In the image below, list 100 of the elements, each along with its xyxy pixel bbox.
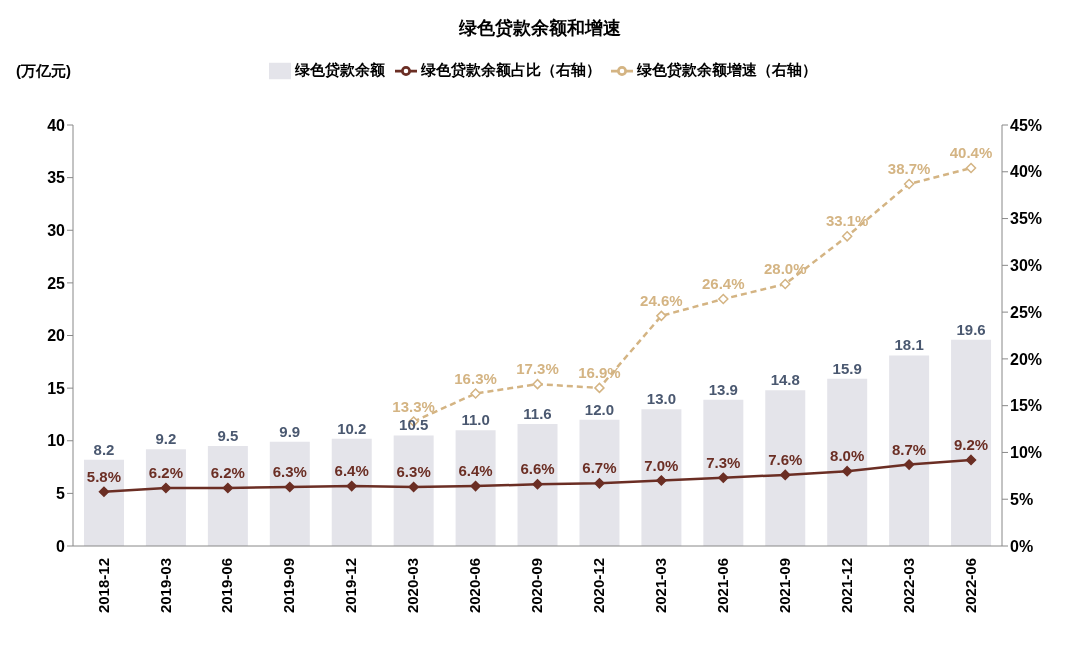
point (656, 475, 667, 486)
y2-tick-label: 30% (1010, 257, 1043, 275)
x-tick-label: 2018-12 (94, 558, 112, 614)
data-label: 40.4% (949, 144, 993, 162)
point (841, 465, 853, 477)
x-tick-label: 2019-03 (156, 558, 174, 614)
point (222, 482, 234, 494)
data-label: 7.3% (706, 453, 741, 471)
y-tick-label: 25 (47, 274, 66, 292)
y-tick-label: 40 (47, 116, 66, 134)
y2-tick-label: 20% (1010, 350, 1043, 368)
point (718, 472, 729, 483)
bar (641, 409, 682, 546)
point (903, 459, 915, 470)
x-tick-label: 2020-12 (590, 558, 608, 614)
y2-tick-label: 0% (1010, 537, 1034, 555)
data-label: 16.3% (454, 369, 497, 387)
data-label: 11.6 (523, 404, 552, 422)
data-label: 13.0 (646, 390, 676, 408)
data-label: 38.7% (887, 159, 931, 177)
point (594, 478, 605, 489)
point (718, 293, 729, 305)
chart-title: 绿色贷款余额和增速 (458, 17, 622, 40)
y-tick-label: 5 (56, 485, 66, 503)
x-tick-label: 2019-06 (218, 558, 236, 614)
point (284, 481, 296, 493)
point (903, 178, 915, 190)
point (532, 378, 543, 390)
y-tick-label: 20 (47, 327, 66, 345)
point (346, 480, 357, 492)
point (408, 481, 419, 493)
x-tick-label: 2021-06 (713, 558, 731, 614)
data-label: 14.8 (770, 371, 800, 389)
bar (145, 449, 186, 546)
point (965, 454, 977, 466)
data-label: 18.1 (894, 336, 924, 354)
point (965, 162, 977, 174)
data-label: 7.0% (644, 456, 679, 474)
data-label: 28.0% (763, 260, 807, 278)
y2-tick-label: 10% (1010, 444, 1043, 462)
bar (393, 435, 434, 546)
x-tick-label: 2021-03 (652, 558, 670, 614)
data-label: 6.2% (210, 464, 245, 481)
x-tick-label: 2020-03 (404, 558, 422, 614)
data-label: 6.2% (148, 464, 183, 481)
bar (331, 438, 372, 546)
point (160, 482, 172, 494)
data-label: 9.5 (217, 427, 239, 445)
data-label: 5.8% (86, 467, 122, 485)
data-label: 6.3% (396, 463, 431, 481)
data-label: 16.9% (578, 363, 621, 381)
point (779, 278, 791, 290)
x-tick-label: 2019-09 (280, 558, 298, 614)
y2-tick-label: 5% (1010, 490, 1034, 508)
x-tick-label: 2020-09 (528, 558, 546, 614)
y-tick-label: 30 (47, 221, 66, 239)
bar (579, 419, 620, 546)
bar (517, 423, 558, 546)
point (470, 388, 481, 399)
y-axis-title: (万亿元) (16, 62, 71, 81)
data-label: 8.7% (892, 440, 927, 458)
point (594, 382, 605, 394)
x-tick-label: 2021-12 (837, 558, 855, 614)
legend-label: 绿色贷款余额增速（右轴） (637, 60, 817, 78)
point (656, 310, 667, 322)
y2-tick-label: 25% (1010, 303, 1043, 321)
data-label: 7.6% (768, 450, 803, 468)
data-label: 8.2 (93, 440, 115, 458)
data-label: 17.3% (516, 360, 559, 378)
bar (827, 378, 868, 546)
data-label: 6.4% (334, 462, 369, 480)
data-label: 10.2 (337, 419, 367, 437)
data-label: 12.0 (584, 400, 615, 418)
bar (84, 459, 124, 546)
data-label: 6.6% (520, 460, 555, 478)
legend-label: 绿色贷款余额 (295, 60, 385, 78)
data-label: 13.9 (708, 380, 738, 398)
bar (207, 446, 248, 546)
data-label: 13.3% (392, 397, 435, 415)
data-label: 10.5 (399, 416, 429, 434)
data-label: 6.7% (582, 459, 617, 477)
y-tick-label: 35 (47, 169, 66, 187)
data-label: 8.0% (830, 447, 865, 465)
data-label: 24.6% (640, 291, 683, 309)
point (841, 231, 853, 242)
legend-label: 绿色贷款余额占比（右轴） (421, 60, 601, 78)
data-label: 9.2% (953, 435, 989, 453)
y2-tick-label: 15% (1010, 397, 1043, 415)
data-label: 9.2 (155, 430, 177, 448)
data-label: 19.6 (956, 320, 986, 338)
data-label: 26.4% (702, 275, 745, 293)
point (779, 469, 791, 481)
data-label: 6.4% (458, 462, 493, 480)
data-label: 9.9 (279, 422, 301, 440)
point (470, 480, 481, 492)
y-tick-label: 0 (56, 537, 66, 555)
y2-tick-label: 40% (1010, 163, 1043, 181)
y-tick-label: 15 (47, 379, 66, 397)
y2-tick-label: 35% (1010, 210, 1043, 228)
data-label: 15.9 (832, 359, 862, 377)
